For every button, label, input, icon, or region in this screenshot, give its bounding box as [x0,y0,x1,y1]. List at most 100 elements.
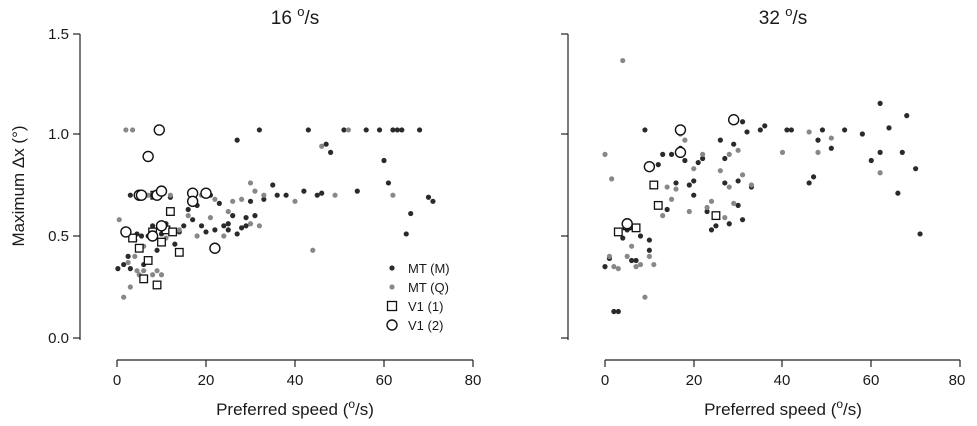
data-point-mt-m [859,131,865,137]
data-point-mt-m [655,162,661,168]
data-point-mt-m [828,145,834,151]
data-point-v1-1 [711,211,721,221]
data-point-mt-q [735,147,741,153]
data-point-mt-m [691,192,697,198]
data-point-mt-q [310,247,316,253]
data-point-mt-m [381,157,387,164]
data-point-mt-q [239,196,245,202]
data-point-mt-q [123,127,129,133]
data-point-mt-m [323,141,329,147]
data-point-v1-1 [653,200,663,210]
data-point-mt-m [904,113,910,119]
data-point-mt-m [283,192,289,198]
data-point-mt-q [167,192,173,198]
data-point-mt-q [708,198,715,204]
data-point-mt-q [332,192,338,198]
data-point-mt-q [615,266,621,272]
x-tick-label: 0 [113,372,121,389]
data-point-mt-q [717,168,723,174]
x-tick-label: 60 [863,372,880,389]
data-point-v1-1 [649,180,659,190]
data-point-mt-m [239,225,245,231]
legend-label-mt-q: MT (Q) [408,280,449,295]
data-point-mt-m [673,180,679,186]
data-point-mt-q [704,204,710,211]
data-point-v1-1 [174,247,184,257]
data-point-mt-q [221,233,227,239]
data-point-mt-m [620,235,626,241]
data-point-mt-q [682,137,688,143]
data-point-mt-m [660,151,666,157]
data-point-mt-q [150,272,156,278]
data-point-mt-q [121,294,127,300]
data-point-mt-m [221,223,227,229]
data-points-16 [115,124,436,300]
data-point-mt-m [633,257,639,264]
data-point-mt-m [301,188,307,194]
data-point-v1-2 [621,218,633,230]
data-point-v1-1 [613,227,623,237]
x-axis-label-32: Preferred speed (o/s) [704,397,862,419]
x-tick-label: 20 [686,372,703,389]
data-point-mt-m [668,151,675,157]
data-point-mt-q [691,166,697,172]
data-point-v1-2 [186,195,199,208]
data-point-v1-1 [157,237,166,247]
data-point-mt-m [230,213,236,219]
data-point-mt-m [234,137,240,143]
data-point-mt-m [664,206,670,213]
data-point-mt-q [726,184,732,190]
data-point-mt-m [642,127,648,133]
data-point-mt-q [700,151,706,157]
data-point-v1-1 [631,223,641,233]
data-point-mt-m [739,119,746,125]
data-point-mt-m [274,192,280,198]
y-tick-label: 0.0 [48,330,69,347]
data-point-mt-q [230,198,236,204]
data-point-mt-m [154,247,160,253]
data-point-mt-q [611,264,617,270]
data-point-mt-q [686,208,692,215]
data-point-mt-q [345,127,351,133]
data-point-mt-m [390,127,396,133]
data-point-mt-m [646,237,652,243]
data-point-mt-q [390,192,396,198]
legend-label-mt-m: MT (M) [408,261,450,276]
data-point-mt-m [408,210,414,217]
data-point-mt-q [176,227,182,233]
data-point-v1-2 [155,185,168,197]
data-point-mt-m [212,227,218,233]
data-point-mt-m [735,202,741,208]
data-point-mt-m [430,198,436,204]
y-tick-label: 1.5 [48,26,69,43]
data-point-mt-q [256,223,262,229]
data-point-mt-q [602,151,608,157]
data-point-mt-m [127,266,133,272]
data-point-mt-m [899,149,905,155]
data-point-v1-2 [727,114,740,126]
data-point-mt-m [399,127,405,133]
data-point-mt-m [682,157,688,164]
data-point-mt-m [256,127,262,133]
data-point-mt-q [722,215,728,221]
data-point-mt-q [637,261,644,268]
data-point-mt-m [913,166,919,172]
x-tick-label: 80 [465,372,482,389]
data-point-mt-q [739,172,746,178]
data-point-mt-m [225,221,231,227]
data-point-mt-m [121,261,127,268]
data-point-mt-m [127,192,133,198]
data-point-mt-m [726,221,732,227]
data-point-mt-m [637,233,644,239]
data-point-mt-q [125,259,131,266]
data-point-mt-m [394,127,400,133]
data-point-mt-q [207,215,214,221]
data-point-v1-2 [155,220,168,232]
y-tick-label: 0.5 [48,228,69,245]
data-point-mt-m [806,180,812,186]
data-point-mt-m [181,223,187,229]
data-point-mt-q [624,253,630,259]
legend-marker-v1-1 [386,300,398,312]
data-point-mt-q [247,180,254,186]
